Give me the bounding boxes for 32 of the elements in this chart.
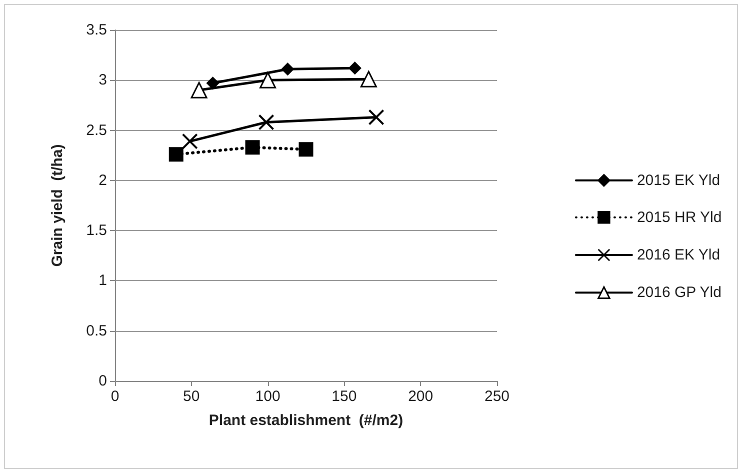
point (368, 109, 384, 126)
legend-label: 2015 EK Yld (636, 172, 720, 189)
x-tick-label: 0 (110, 388, 120, 405)
point (298, 142, 314, 157)
point (245, 140, 260, 155)
y-tick-label: 0.5 (86, 322, 107, 340)
y-tick-label: 3 (98, 72, 107, 89)
x-tick-label: 250 (484, 388, 510, 405)
y-tick-label: 0 (98, 372, 107, 390)
y-axis-title: Grain yield (t/ha) (49, 144, 66, 267)
x-tick-label: 200 (408, 388, 434, 405)
x-axis-title: Plant establishment (#/m2) (208, 412, 404, 429)
y-tick-label: 1.5 (86, 222, 107, 240)
point (281, 62, 294, 76)
point (258, 114, 274, 130)
point (260, 72, 276, 88)
x-tick-label: 50 (183, 388, 200, 405)
legend-label: 2016 EK Yld (636, 246, 720, 264)
y-tick-label: 2.5 (86, 122, 107, 139)
y-tick-label: 3.5 (86, 22, 107, 38)
point (360, 70, 377, 88)
point (348, 62, 362, 74)
point (182, 133, 198, 150)
y-tick-label: 1 (98, 272, 107, 290)
x-tick-label: 150 (332, 388, 357, 405)
legend-label: 2015 HR Yld (636, 208, 722, 226)
y-tick-label: 2 (98, 172, 107, 189)
x-tick-label: 100 (255, 388, 280, 405)
point (206, 76, 220, 90)
point (168, 147, 184, 162)
point (190, 82, 208, 98)
legend-label: 2016 GP Yld (636, 284, 722, 302)
